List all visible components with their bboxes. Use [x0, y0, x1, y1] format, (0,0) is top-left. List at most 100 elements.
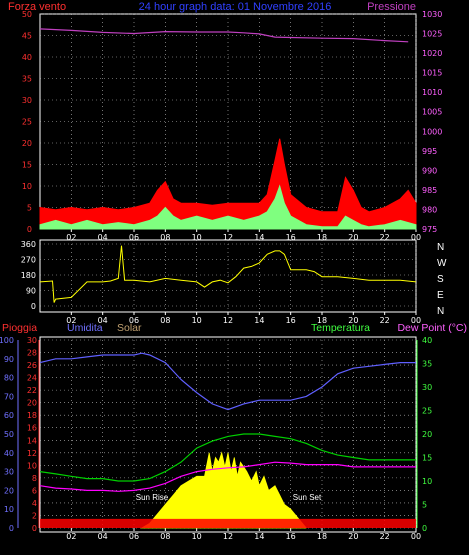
pressure-series: [39, 28, 409, 43]
rain-y-tick-label: 8: [32, 474, 37, 483]
rain-y-tick-label: 10: [27, 461, 37, 470]
wind-series: [39, 138, 417, 230]
pressure-y-tick-label: 1010: [422, 88, 442, 97]
temp-y-tick-label: 5: [422, 501, 427, 510]
x-tick-label: 18: [317, 316, 327, 325]
humidity-y-tick-label: 50: [4, 430, 14, 439]
x-tick-label: 10: [192, 316, 202, 325]
pressure-y-tick-label: 1015: [422, 69, 442, 78]
gust-series: [39, 184, 417, 230]
direction-y-tick-label: 90: [26, 287, 36, 296]
rain-y-tick-label: 24: [27, 374, 37, 383]
humidity-y-tick-label: 60: [4, 411, 14, 420]
wind-y-tick-label: 25: [22, 118, 32, 127]
direction-y-tick-label: 0: [31, 302, 36, 311]
pressure-y-tick-label: 1005: [422, 108, 442, 117]
temp-y-tick-label: 0: [422, 524, 427, 533]
x-tick-label: 12: [223, 532, 233, 541]
rain-label: Pioggia: [2, 322, 37, 334]
rain-y-tick-label: 2: [32, 511, 37, 520]
chart-title: 24 hour graph data: 01 Novembre 2016: [139, 1, 332, 13]
temp-y-tick-label: 25: [422, 407, 432, 416]
x-tick-label: 02: [66, 532, 76, 541]
x-tick-label: 00: [411, 233, 421, 242]
x-tick-label: 08: [160, 233, 170, 242]
x-tick-label: 08: [160, 316, 170, 325]
pressure-axis-title: Pressione: [367, 1, 416, 13]
x-tick-label: 06: [129, 233, 139, 242]
pressure-y-tick-label: 990: [422, 166, 437, 175]
rain-y-tick-label: 14: [27, 436, 37, 445]
wind-y-tick-label: 20: [22, 139, 32, 148]
compass-label: S: [437, 274, 444, 285]
humidity-y-tick-label: 30: [4, 468, 14, 477]
pressure-y-tick-label: 1020: [422, 49, 442, 58]
x-tick-label: 04: [98, 233, 108, 242]
pressure-y-tick-label: 975: [422, 225, 437, 234]
wind-y-tick-label: 5: [27, 204, 32, 213]
x-tick-label: 18: [317, 233, 327, 242]
humidity-series: [39, 352, 416, 411]
x-tick-label: 02: [66, 233, 76, 242]
wind-y-tick-label: 15: [22, 161, 32, 170]
x-tick-label: 16: [286, 316, 296, 325]
temp-y-tick-label: 40: [422, 336, 432, 345]
x-tick-label: 20: [348, 233, 358, 242]
x-tick-label: 22: [380, 532, 390, 541]
rain-y-tick-label: 6: [32, 486, 37, 495]
compass-label: W: [437, 258, 447, 269]
rain-y-tick-label: 0: [32, 524, 37, 533]
temp-y-tick-label: 35: [422, 360, 432, 369]
wind-axis-title: Forza vento: [8, 1, 66, 13]
pressure-y-tick-label: 985: [422, 186, 437, 195]
wind-y-tick-label: 30: [22, 96, 32, 105]
x-tick-label: 14: [254, 233, 264, 242]
humidity-y-tick-label: 80: [4, 374, 14, 383]
temp-y-tick-label: 30: [422, 383, 432, 392]
rain-y-tick-label: 18: [27, 411, 37, 420]
solar-label: Solar: [117, 322, 142, 334]
x-tick-label: 16: [286, 233, 296, 242]
rain-y-tick-label: 28: [27, 349, 37, 358]
x-tick-label: 06: [129, 532, 139, 541]
wind-y-tick-label: 50: [22, 10, 32, 19]
pressure-y-tick-label: 1030: [422, 10, 442, 19]
rain-y-tick-label: 12: [27, 449, 37, 458]
wind-y-tick-label: 35: [22, 75, 32, 84]
wind-pressure-panel: 0510152025303540455097598098599099510001…: [22, 10, 443, 242]
sunrise-annotation: Sun Rise: [136, 493, 169, 502]
x-tick-label: 22: [380, 233, 390, 242]
x-tick-label: 16: [286, 532, 296, 541]
rain-y-tick-label: 26: [27, 361, 37, 370]
x-tick-label: 00: [411, 532, 421, 541]
temp-y-tick-label: 20: [422, 430, 432, 439]
x-tick-label: 20: [348, 316, 358, 325]
rain-series: [40, 518, 416, 528]
wind-y-tick-label: 45: [22, 32, 32, 41]
wind-y-tick-label: 40: [22, 53, 32, 62]
dewpoint-series: [39, 461, 416, 492]
humidity-y-tick-label: 20: [4, 486, 14, 495]
humidity-y-tick-label: 40: [4, 449, 14, 458]
humidity-y-tick-label: 90: [4, 355, 14, 364]
pressure-y-tick-label: 1025: [422, 30, 442, 39]
x-tick-label: 12: [223, 316, 233, 325]
humidity-y-tick-label: 70: [4, 392, 14, 401]
rain-y-tick-label: 16: [27, 424, 37, 433]
x-tick-label: 18: [317, 532, 327, 541]
rain-y-tick-label: 22: [27, 386, 37, 395]
compass-label: N: [437, 306, 444, 317]
wind-y-tick-label: 0: [27, 225, 32, 234]
temperature-series: [39, 433, 416, 482]
humidity-y-tick-label: 100: [0, 336, 14, 345]
wind-y-tick-label: 10: [22, 182, 32, 191]
temperature-label: Temperatura: [311, 322, 370, 334]
direction-y-tick-label: 180: [21, 271, 36, 280]
x-tick-label: 10: [192, 532, 202, 541]
pressure-y-tick-label: 1000: [422, 127, 442, 136]
humidity-temperature-panel: 0102030405060708090100024681012141618202…: [0, 336, 432, 541]
rain-y-tick-label: 30: [27, 336, 37, 345]
pressure-y-tick-label: 995: [422, 147, 437, 156]
